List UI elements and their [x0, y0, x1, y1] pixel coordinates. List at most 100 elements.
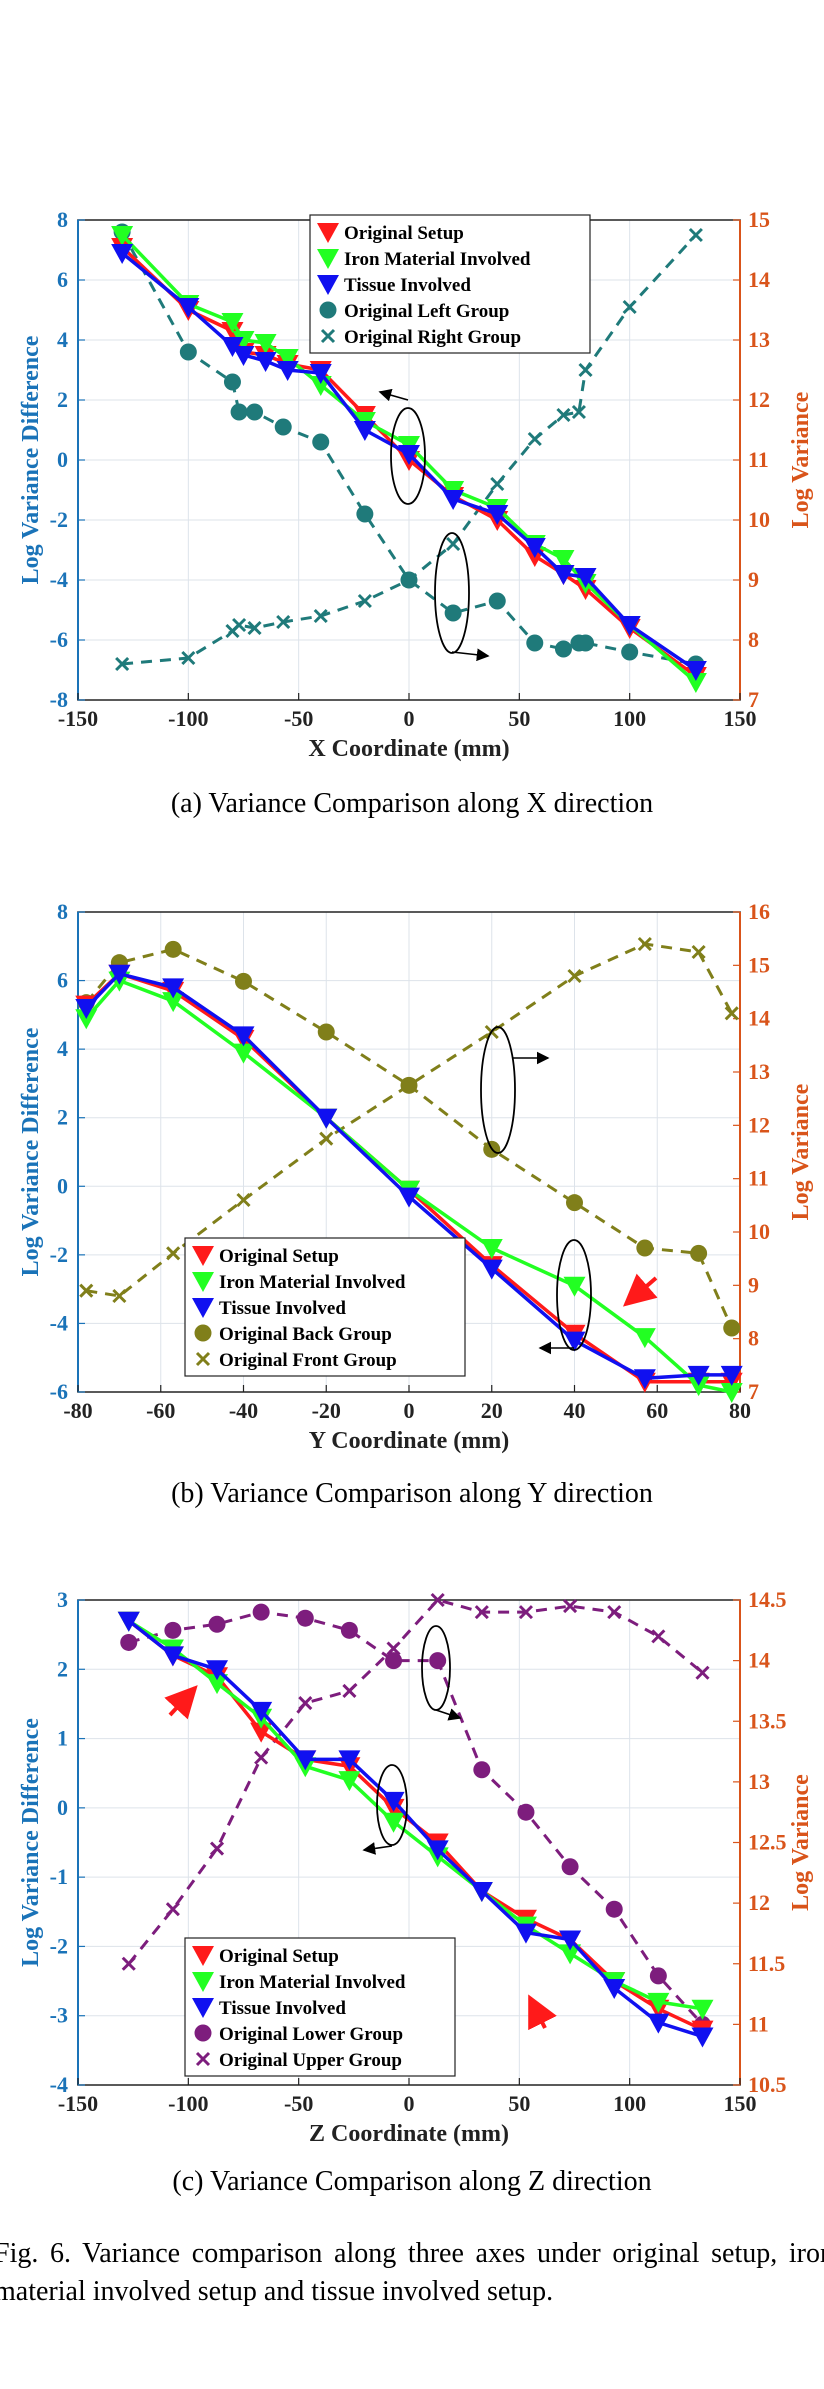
data-point-original-back-group	[317, 1023, 335, 1041]
data-point-iron-material-involved	[687, 1376, 710, 1397]
data-point-tissue-involved	[442, 490, 465, 510]
data-point-original-front-group	[236, 1192, 251, 1208]
data-point-original-lower-group	[340, 1621, 358, 1639]
data-point-tissue-involved	[684, 661, 707, 681]
y-tick-label: -4	[50, 1310, 68, 1335]
data-point-original-front-group	[112, 1288, 127, 1304]
series-tissue-involved	[117, 1611, 714, 2048]
series-line-original-upper-group	[127, 1598, 704, 1965]
chart-z-direction: -150 -100 -50 0 50 100 150-4-3-2-1012310.51111…	[18, 1587, 814, 2147]
data-point-original-left-group	[526, 634, 544, 652]
data-point-original-lower-group	[208, 1615, 226, 1633]
y-tick-label: -2	[50, 507, 68, 532]
data-point-original-back-group	[566, 1194, 583, 1212]
y2-tick-label: 13	[748, 1769, 770, 1794]
data-point-original-upper-group	[298, 1696, 313, 1711]
data-point-iron-material-involved	[559, 1944, 582, 1965]
legend-label: Original Lower Group	[219, 2024, 403, 2045]
data-point-iron-material-involved	[254, 334, 277, 354]
y2-tick-label: 15	[748, 207, 770, 232]
legend-label: Original Back Group	[219, 1324, 392, 1345]
y-tick-label: 3	[57, 1587, 68, 1612]
data-point-original-front-group	[166, 1246, 181, 1261]
data-point-original-back-group	[235, 972, 252, 990]
x-tick-label: 80	[729, 1398, 751, 1423]
legend-marker	[195, 2051, 211, 2067]
y-tick-label: -6	[50, 627, 68, 652]
x-tick-label: 100	[613, 2091, 646, 2116]
legend-marker	[192, 1998, 214, 2018]
legend-label: Iron Material Involved	[219, 1972, 406, 1993]
data-point-tissue-involved	[574, 568, 597, 588]
data-point-original-right-group	[276, 614, 291, 630]
data-point-tissue-involved	[232, 346, 255, 366]
data-point-original-left-group	[577, 634, 595, 652]
legend-marker	[192, 1946, 214, 1966]
x-axis-label: Y Coordinate (mm)	[309, 1428, 509, 1454]
x-tick-label: 0	[404, 2091, 415, 2116]
legend-marker	[192, 1298, 214, 1318]
y-tick-label: 6	[57, 968, 68, 993]
data-point-tissue-involved	[398, 445, 420, 465]
data-point-iron-material-involved	[691, 1999, 714, 2020]
data-point-iron-material-involved	[75, 1009, 98, 1030]
legend: Original Setup Iron Material Involved Tiss…	[309, 214, 591, 354]
x-tick-label: -50	[284, 706, 313, 731]
x-axis-label: X Coordinate (mm)	[308, 736, 509, 762]
series-line-original-front-group	[86, 942, 734, 1298]
data-point-tissue-involved	[117, 1611, 140, 1632]
data-point-tissue-involved	[687, 1365, 710, 1386]
y2-tick-label: 14	[748, 1006, 770, 1031]
data-point-original-right-group	[115, 656, 130, 672]
series-original-right-group	[115, 227, 703, 672]
y2-tick-label: 16	[748, 899, 770, 924]
x-tick-label: -100	[168, 706, 208, 731]
legend-marker	[317, 223, 339, 243]
data-point-tissue-involved	[221, 337, 244, 357]
data-point-original-back-group	[690, 1244, 708, 1262]
y2-tick-label: 11	[748, 2011, 769, 2036]
y2-tick-label: 7	[748, 1379, 759, 1404]
data-point-original-right-group	[313, 608, 328, 624]
data-point-original-left-group	[444, 604, 462, 622]
x-tick-label: 40	[564, 1398, 586, 1423]
data-point-original-lower-group	[120, 1633, 138, 1651]
legend-marker	[192, 1272, 214, 1292]
legend-label: Original Setup	[219, 1246, 339, 1267]
y2-tick-label: 10	[748, 507, 770, 532]
data-point-original-front-group	[637, 936, 652, 952]
data-point-original-front-group	[724, 1006, 739, 1021]
data-point-tissue-involved	[206, 1660, 229, 1681]
y2-axis-label: Log Variance	[788, 1774, 814, 1911]
y2-tick-label: 10.5	[748, 2072, 787, 2097]
x-tick-label: -80	[63, 1398, 92, 1423]
data-point-tissue-involved	[250, 1701, 273, 1722]
data-point-tissue-involved	[618, 616, 641, 636]
data-point-iron-material-involved	[162, 992, 185, 1013]
data-point-tissue-involved	[480, 1259, 503, 1280]
legend-marker	[317, 275, 339, 295]
data-point-tissue-involved	[398, 1187, 420, 1208]
data-point-original-right-group	[571, 404, 586, 420]
x-tick-label: 0	[404, 1398, 415, 1423]
y-tick-label: -4	[50, 2072, 68, 2097]
data-point-original-upper-group	[386, 1641, 401, 1656]
annotation-ellipse	[376, 1764, 408, 1846]
x-tick-label: 60	[646, 1398, 668, 1423]
x-tick-label: 50	[508, 706, 530, 731]
data-point-original-upper-group	[518, 1605, 534, 1620]
data-point-original-left-group	[179, 343, 197, 361]
series-tissue-involved	[111, 244, 707, 681]
legend-label: Tissue Involved	[219, 1298, 346, 1319]
data-point-original-lower-group	[517, 1803, 535, 1821]
y2-tick-label: 13	[748, 327, 770, 352]
data-point-original-back-group	[636, 1239, 654, 1257]
data-point-original-upper-group	[695, 1665, 710, 1680]
y-tick-label: -8	[50, 687, 68, 712]
data-point-iron-material-involved	[232, 1043, 255, 1064]
x-tick-label: -100	[168, 2091, 208, 2116]
y-tick-label: 4	[57, 1036, 68, 1061]
y2-tick-label: 12	[748, 1112, 770, 1137]
y2-tick-label: 8	[748, 627, 759, 652]
data-point-tissue-involved	[309, 364, 332, 384]
